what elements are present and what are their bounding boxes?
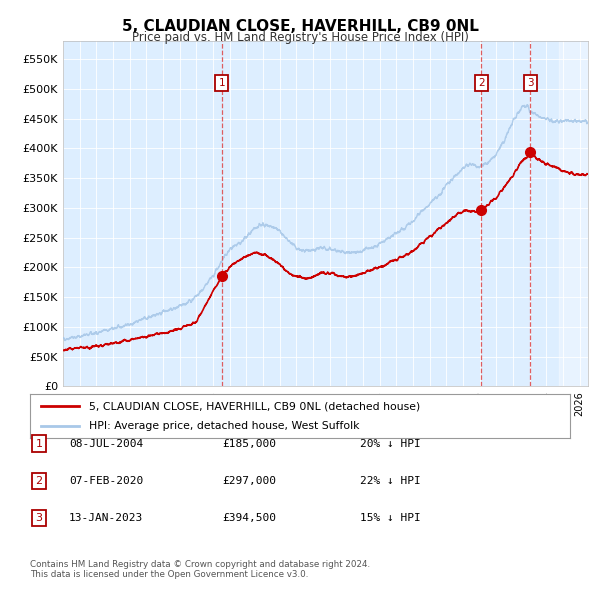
Text: HPI: Average price, detached house, West Suffolk: HPI: Average price, detached house, West… (89, 421, 360, 431)
Text: 22% ↓ HPI: 22% ↓ HPI (360, 476, 421, 486)
Text: 3: 3 (35, 513, 43, 523)
Text: 07-FEB-2020: 07-FEB-2020 (69, 476, 143, 486)
Text: £394,500: £394,500 (222, 513, 276, 523)
Bar (559, 41, 588, 386)
Text: 1: 1 (218, 78, 225, 88)
Text: Price paid vs. HM Land Registry's House Price Index (HPI): Price paid vs. HM Land Registry's House … (131, 31, 469, 44)
Text: £185,000: £185,000 (222, 439, 276, 448)
Text: 3: 3 (527, 78, 533, 88)
Text: 2: 2 (478, 78, 485, 88)
Text: 20% ↓ HPI: 20% ↓ HPI (360, 439, 421, 448)
Text: 13-JAN-2023: 13-JAN-2023 (69, 513, 143, 523)
Text: 15% ↓ HPI: 15% ↓ HPI (360, 513, 421, 523)
Text: £297,000: £297,000 (222, 476, 276, 486)
Text: 08-JUL-2004: 08-JUL-2004 (69, 439, 143, 448)
Text: Contains HM Land Registry data © Crown copyright and database right 2024.
This d: Contains HM Land Registry data © Crown c… (30, 560, 370, 579)
Text: 5, CLAUDIAN CLOSE, HAVERHILL, CB9 0NL (detached house): 5, CLAUDIAN CLOSE, HAVERHILL, CB9 0NL (d… (89, 401, 421, 411)
Text: 1: 1 (35, 439, 43, 448)
Text: 2: 2 (35, 476, 43, 486)
Text: 5, CLAUDIAN CLOSE, HAVERHILL, CB9 0NL: 5, CLAUDIAN CLOSE, HAVERHILL, CB9 0NL (122, 19, 478, 34)
